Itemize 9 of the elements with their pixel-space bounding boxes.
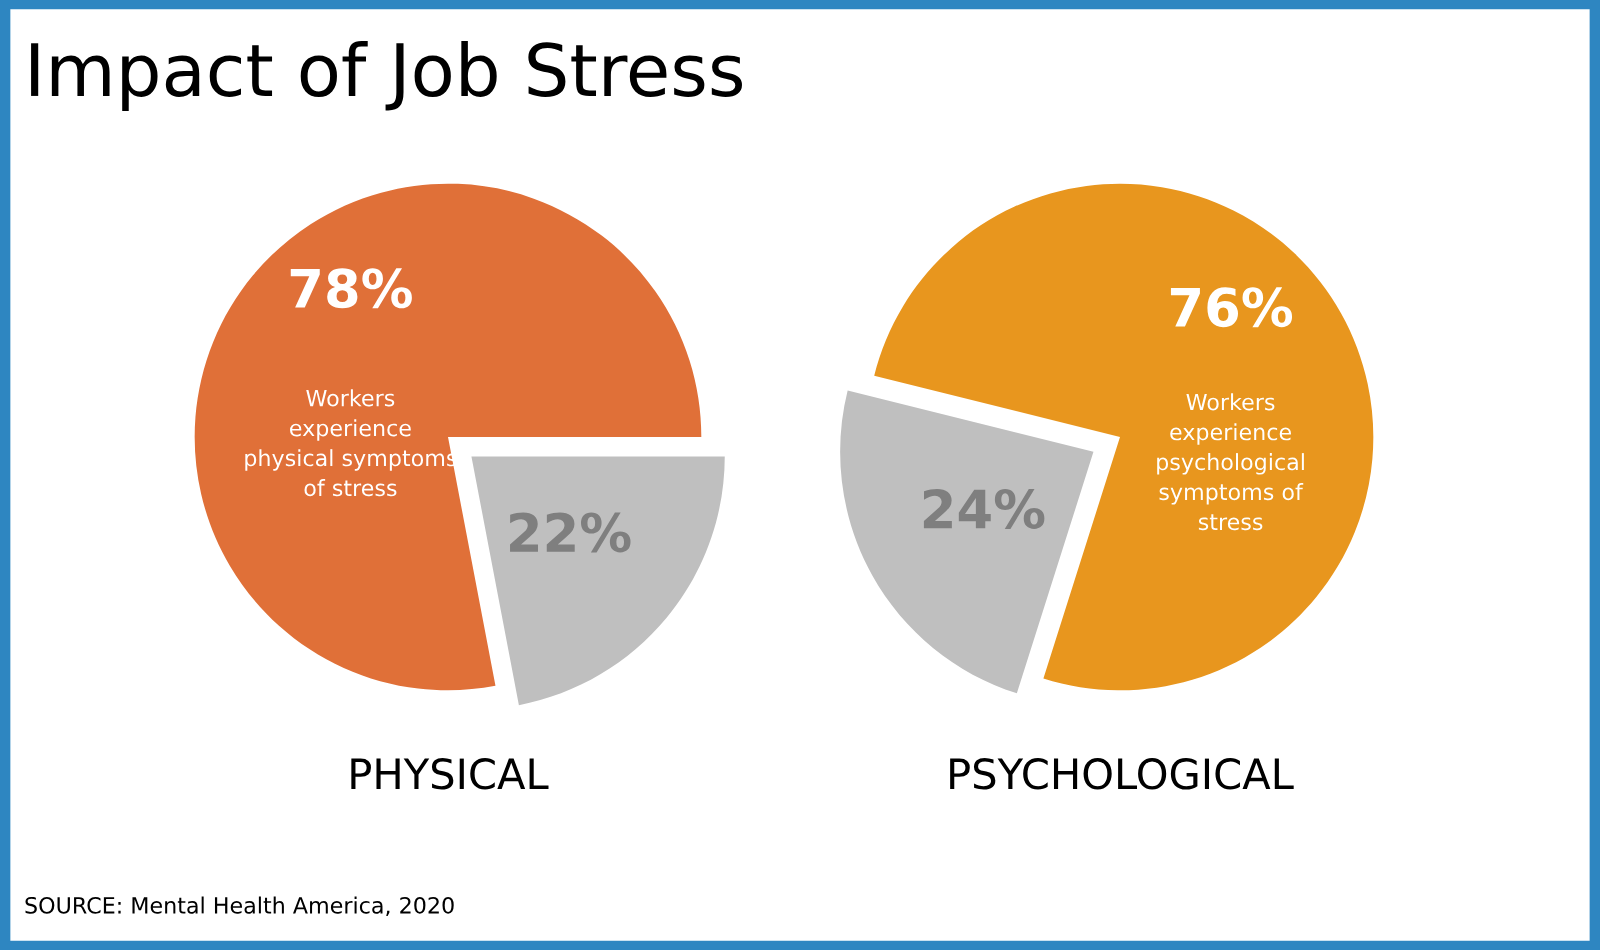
slice-label: Workers experience psychological symptoms of stress <box>1157 393 1304 531</box>
data-label: 76% <box>1170 287 1293 328</box>
source-note: SOURCE: Mental Health America, 2020 <box>25 896 454 916</box>
text: PHYSICAL <box>351 758 549 790</box>
text: PSYCHOLOGICAL <box>950 758 1294 790</box>
data-label: 22% <box>510 512 631 553</box>
data-label: 78% <box>290 268 412 309</box>
data-label: 24% <box>923 489 1045 529</box>
chart-title: Impact of Job Stress <box>31 41 742 111</box>
